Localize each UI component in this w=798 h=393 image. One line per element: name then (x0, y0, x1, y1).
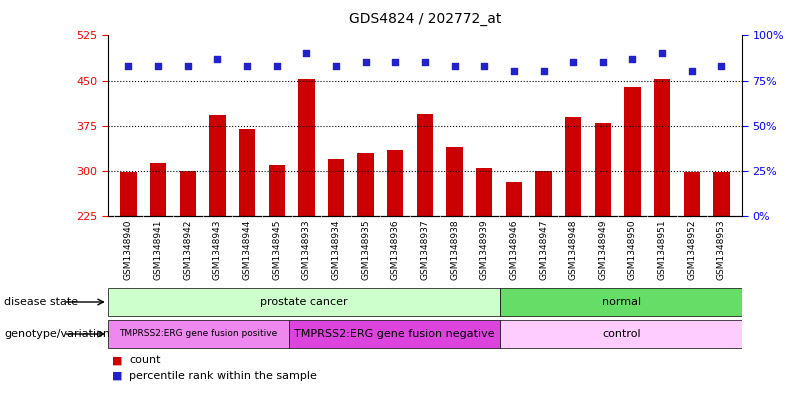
Point (478, 63, 491, 69)
Text: count: count (129, 355, 160, 365)
Point (389, 59, 401, 66)
Bar (654, 79, 670, 216)
Bar (565, 117, 581, 216)
Bar (328, 159, 344, 216)
Point (537, 68, 550, 75)
Bar (595, 123, 611, 216)
Bar (476, 168, 492, 216)
Text: GSM1348940: GSM1348940 (124, 220, 133, 280)
Text: GSM1348938: GSM1348938 (450, 220, 459, 280)
Bar (108, 288, 500, 316)
Text: normal: normal (602, 297, 641, 307)
Point (211, 56, 223, 62)
Point (181, 63, 194, 69)
Point (359, 59, 372, 66)
Bar (150, 163, 166, 216)
Point (448, 63, 461, 69)
Bar (358, 153, 373, 216)
Text: GSM1348944: GSM1348944 (243, 220, 251, 280)
Text: GSM1348941: GSM1348941 (154, 220, 163, 280)
Point (626, 56, 639, 62)
Bar (417, 114, 433, 216)
Bar (209, 116, 226, 216)
Text: GSM1348935: GSM1348935 (361, 220, 370, 280)
Text: GSM1348939: GSM1348939 (480, 220, 488, 280)
Bar (446, 147, 463, 216)
Bar (180, 171, 196, 216)
Bar (506, 182, 522, 216)
Bar (298, 79, 314, 216)
Bar (269, 165, 285, 216)
Text: GSM1348950: GSM1348950 (628, 220, 637, 280)
Point (330, 63, 342, 69)
Bar (713, 172, 729, 216)
Text: ■: ■ (112, 371, 122, 381)
Point (300, 50, 313, 57)
Point (419, 59, 432, 66)
Text: GSM1348943: GSM1348943 (213, 220, 222, 280)
Text: TMPRSS2:ERG gene fusion positive: TMPRSS2:ERG gene fusion positive (119, 329, 278, 338)
Bar (239, 129, 255, 216)
Text: GSM1348948: GSM1348948 (569, 220, 578, 280)
Point (596, 59, 609, 66)
Text: GSM1348946: GSM1348946 (509, 220, 519, 280)
Text: percentile rank within the sample: percentile rank within the sample (129, 371, 317, 381)
Text: GSM1348936: GSM1348936 (391, 220, 400, 280)
Text: GSM1348949: GSM1348949 (598, 220, 607, 280)
Point (567, 59, 579, 66)
Text: GSM1348947: GSM1348947 (539, 220, 548, 280)
Text: GSM1348951: GSM1348951 (658, 220, 666, 280)
Text: prostate cancer: prostate cancer (260, 297, 348, 307)
Text: GDS4824 / 202772_at: GDS4824 / 202772_at (349, 12, 501, 26)
Bar (624, 86, 641, 216)
Bar (387, 150, 404, 216)
Point (685, 68, 698, 75)
Bar (289, 320, 500, 349)
Point (656, 50, 669, 57)
Bar (500, 288, 742, 316)
Bar (108, 320, 289, 349)
Text: GSM1348952: GSM1348952 (687, 220, 696, 280)
Text: ■: ■ (112, 355, 122, 365)
Bar (535, 171, 551, 216)
Point (152, 63, 164, 69)
Text: GSM1348945: GSM1348945 (272, 220, 281, 280)
Bar (500, 320, 742, 349)
Text: genotype/variation: genotype/variation (4, 329, 110, 339)
Bar (684, 172, 700, 216)
Point (122, 63, 135, 69)
Point (241, 63, 254, 69)
Bar (120, 172, 136, 216)
Text: control: control (602, 329, 641, 339)
Point (271, 63, 283, 69)
Point (508, 68, 520, 75)
Point (715, 63, 728, 69)
Text: GSM1348953: GSM1348953 (717, 220, 726, 280)
Text: TMPRSS2:ERG gene fusion negative: TMPRSS2:ERG gene fusion negative (294, 329, 495, 339)
Text: GSM1348934: GSM1348934 (331, 220, 341, 280)
Text: GSM1348942: GSM1348942 (184, 220, 192, 280)
Text: GSM1348933: GSM1348933 (302, 220, 311, 280)
Text: GSM1348937: GSM1348937 (421, 220, 429, 280)
Text: disease state: disease state (4, 297, 78, 307)
